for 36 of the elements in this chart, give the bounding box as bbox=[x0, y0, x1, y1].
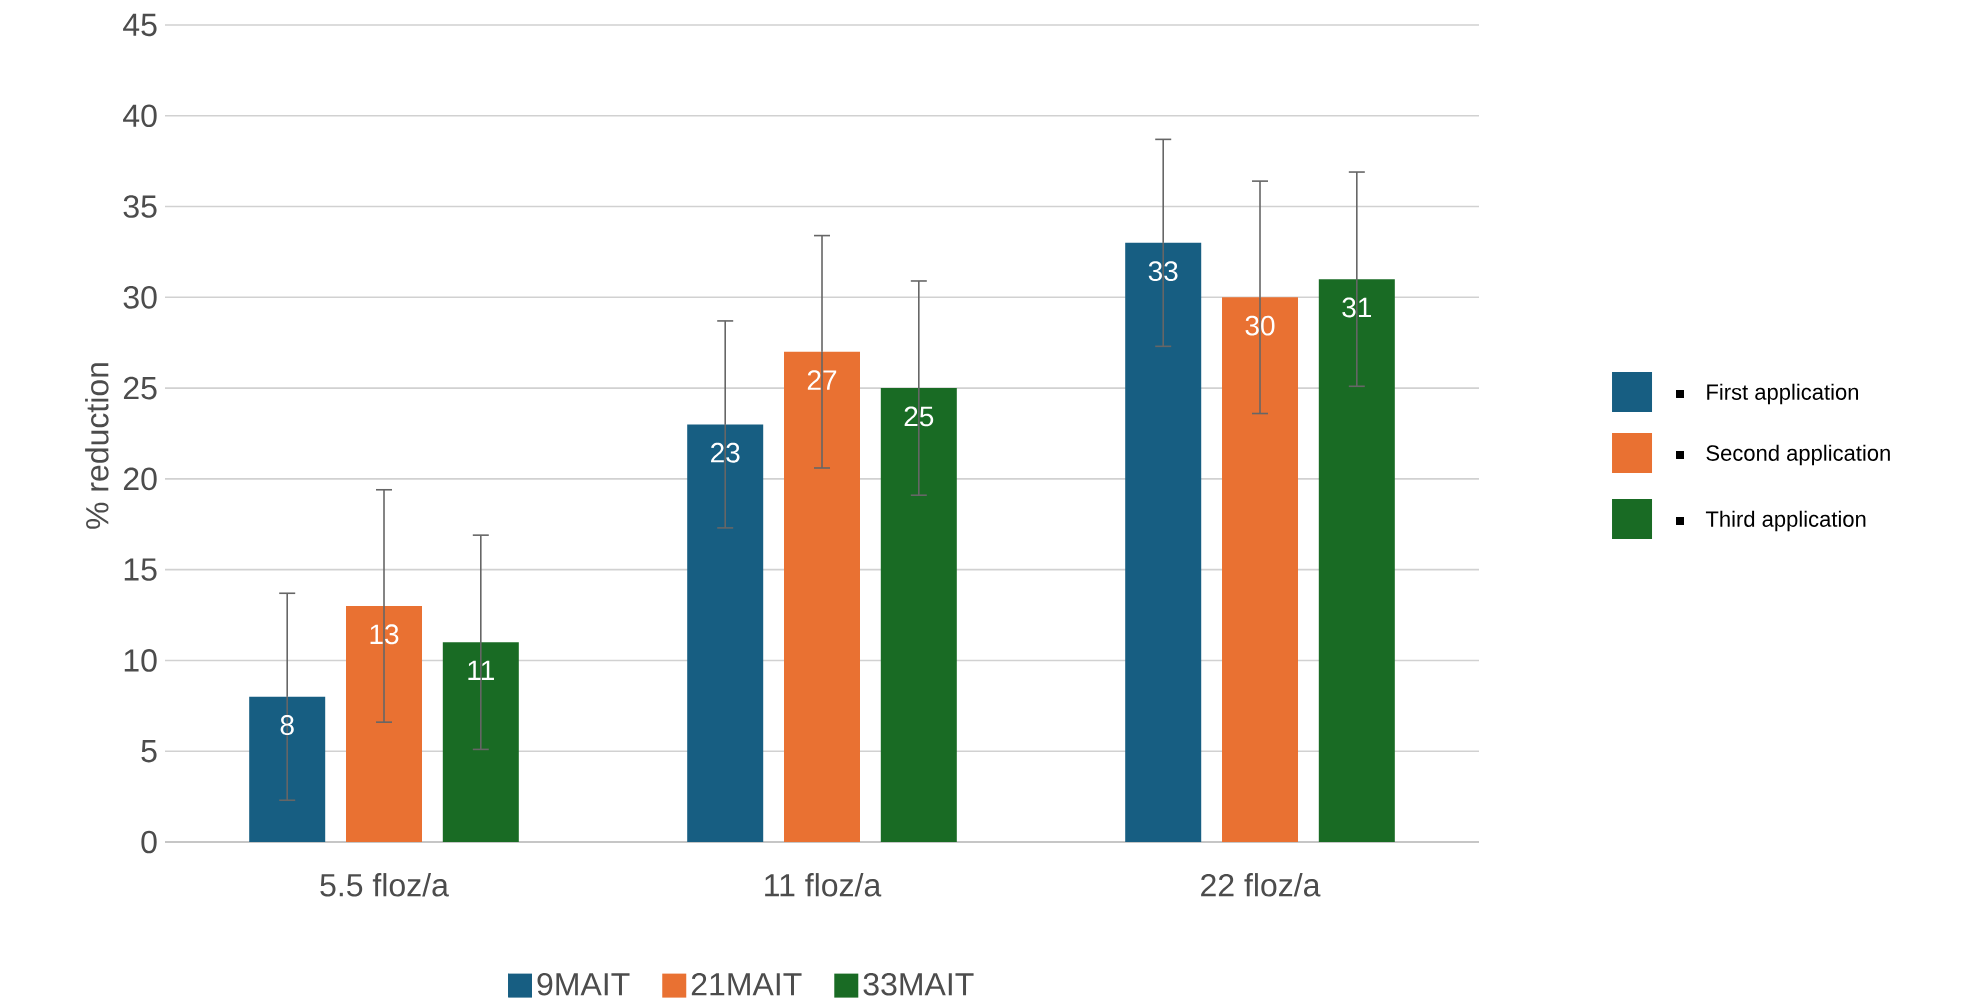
y-tick-label: 35 bbox=[123, 195, 157, 218]
y-tick-label: 5 bbox=[141, 739, 157, 763]
data-label: 30 bbox=[1245, 315, 1275, 336]
x-tick-label: 11 floz/a bbox=[765, 872, 882, 897]
y-tick-label: 45 bbox=[123, 13, 157, 37]
y-axis-title: % reduction bbox=[85, 362, 109, 529]
y-tick-label: 25 bbox=[123, 376, 157, 400]
bar bbox=[1318, 279, 1395, 842]
y-tick-label: 30 bbox=[123, 285, 157, 309]
y-tick-label: 0 bbox=[141, 830, 157, 854]
y-tick-label: 40 bbox=[123, 104, 157, 127]
legend-label: 33MAIT bbox=[863, 972, 974, 996]
legend-label: 21MAIT bbox=[691, 972, 802, 996]
legend-label: 9MAIT bbox=[537, 972, 630, 996]
bar bbox=[687, 424, 764, 842]
data-label: 27 bbox=[807, 370, 837, 390]
bar bbox=[1222, 297, 1299, 842]
text: Second application bbox=[1706, 444, 1890, 466]
x-tick-label: 5.5 floz/a bbox=[320, 872, 449, 897]
bar bbox=[880, 387, 957, 842]
text: First application bbox=[1707, 383, 1859, 405]
bar bbox=[784, 351, 860, 842]
bar bbox=[1125, 242, 1202, 842]
data-label: 8 bbox=[280, 714, 294, 735]
y-tick-label: 20 bbox=[123, 467, 157, 491]
text: Third application bbox=[1705, 510, 1866, 532]
data-label: 31 bbox=[1342, 297, 1372, 318]
data-label: 33 bbox=[1148, 261, 1178, 281]
data-label: 25 bbox=[904, 406, 934, 427]
x-tick-label: 22 floz/a bbox=[1201, 872, 1321, 897]
y-tick-label: 10 bbox=[124, 648, 157, 672]
data-label: 11 bbox=[468, 660, 494, 680]
data-label: 23 bbox=[711, 442, 740, 463]
bar bbox=[346, 605, 423, 842]
data-label: 13 bbox=[370, 624, 399, 645]
y-tick-label: 15 bbox=[124, 558, 157, 581]
